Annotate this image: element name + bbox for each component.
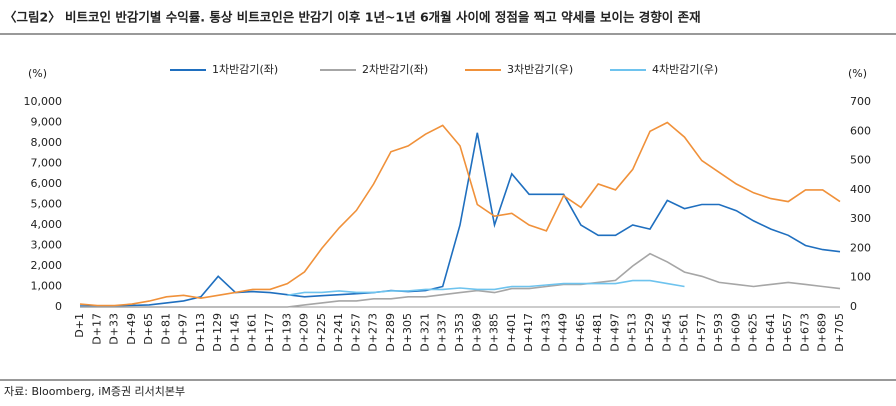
y-tick-label: 10,000: [24, 95, 63, 108]
y-axis-label: (%): [28, 67, 47, 80]
x-tick-label: D+593: [712, 313, 725, 352]
x-tick-label: D+321: [418, 313, 431, 352]
chart-title: 〈그림2〉 비트코인 반감기별 수익률. 통상 비트코인은 반감기 이후 1년~…: [4, 10, 701, 25]
y2-tick-label: 700: [850, 95, 871, 108]
y2-tick-label: 200: [850, 241, 871, 254]
x-tick-label: D+97: [177, 313, 190, 345]
x-tick-label: D+657: [781, 313, 794, 352]
y-tick-label: 4,000: [31, 218, 63, 231]
source: 자료: Bloomberg, iM증권 리서치본부: [4, 385, 185, 398]
legend-label: 3차반감기(우): [507, 63, 573, 76]
y-tick-label: 9,000: [31, 116, 63, 129]
line-series: [80, 252, 841, 308]
x-tick-label: D+1: [73, 313, 86, 338]
y-tick-label: 1,000: [31, 280, 63, 293]
x-tick-label: D+529: [643, 313, 656, 352]
legend-label: 1차반감기(좌): [212, 63, 278, 76]
x-tick-label: D+305: [401, 313, 414, 352]
y-tick-label: 8,000: [31, 136, 63, 149]
x-tick-label: D+81: [159, 313, 172, 345]
x-tick-label: D+673: [798, 313, 811, 352]
line-series: [80, 132, 841, 307]
x-tick-label: D+577: [695, 313, 708, 352]
x-tick-label: D+49: [125, 313, 138, 345]
x-tick-label: D+145: [228, 313, 241, 352]
x-tick-label: D+17: [90, 313, 103, 345]
x-tick-label: D+401: [505, 313, 518, 352]
y2-axis-label: (%): [848, 67, 867, 80]
x-tick-label: D+609: [729, 313, 742, 352]
legend-label: 4차반감기(우): [652, 63, 718, 76]
x-tick-label: D+209: [298, 313, 311, 352]
x-tick-label: D+33: [108, 313, 121, 345]
y-tick-label: 2,000: [31, 259, 63, 272]
x-tick-label: D+561: [678, 313, 691, 352]
x-tick-label: D+193: [280, 313, 293, 352]
x-tick-label: D+417: [522, 313, 535, 352]
x-tick-label: D+289: [384, 313, 397, 352]
x-tick-label: D+241: [332, 313, 345, 352]
x-tick-label: D+337: [436, 313, 449, 352]
legend-label: 2차반감기(좌): [362, 63, 428, 76]
x-tick-label: D+705: [833, 313, 846, 352]
x-tick-label: D+113: [194, 313, 207, 352]
y2-tick-label: 600: [850, 124, 871, 137]
x-tick-label: D+225: [315, 313, 328, 352]
x-tick-label: D+353: [453, 313, 466, 352]
x-tick-label: D+433: [539, 313, 552, 352]
x-tick-label: D+177: [263, 313, 276, 352]
y-tick-label: 5,000: [31, 198, 63, 211]
x-tick-label: D+513: [626, 313, 639, 352]
x-tick-label: D+449: [557, 313, 570, 352]
x-tick-label: D+641: [764, 313, 777, 352]
line-series: [287, 279, 685, 297]
x-tick-label: D+369: [470, 313, 483, 352]
y2-tick-label: 0: [850, 300, 857, 313]
x-tick-label: D+257: [349, 313, 362, 352]
x-tick-label: D+481: [591, 313, 604, 352]
y-tick-label: 7,000: [31, 157, 63, 170]
y-tick-label: 0: [55, 300, 62, 313]
x-tick-label: D+65: [142, 313, 155, 345]
line-series: [79, 121, 841, 307]
y2-tick-label: 500: [850, 154, 871, 167]
x-tick-label: D+273: [367, 313, 380, 352]
x-tick-label: D+129: [211, 313, 224, 352]
x-tick-label: D+161: [246, 313, 259, 352]
x-tick-label: D+465: [574, 313, 587, 352]
y2-tick-label: 100: [850, 271, 871, 284]
x-tick-label: D+385: [488, 313, 501, 352]
x-tick-label: D+497: [608, 313, 621, 352]
y-tick-label: 6,000: [31, 177, 63, 190]
y-tick-label: 3,000: [31, 239, 63, 252]
y2-tick-label: 300: [850, 212, 871, 225]
y2-tick-label: 400: [850, 183, 871, 196]
x-tick-label: D+625: [747, 313, 760, 352]
x-tick-label: D+545: [660, 313, 673, 352]
x-tick-label: D+689: [816, 313, 829, 352]
